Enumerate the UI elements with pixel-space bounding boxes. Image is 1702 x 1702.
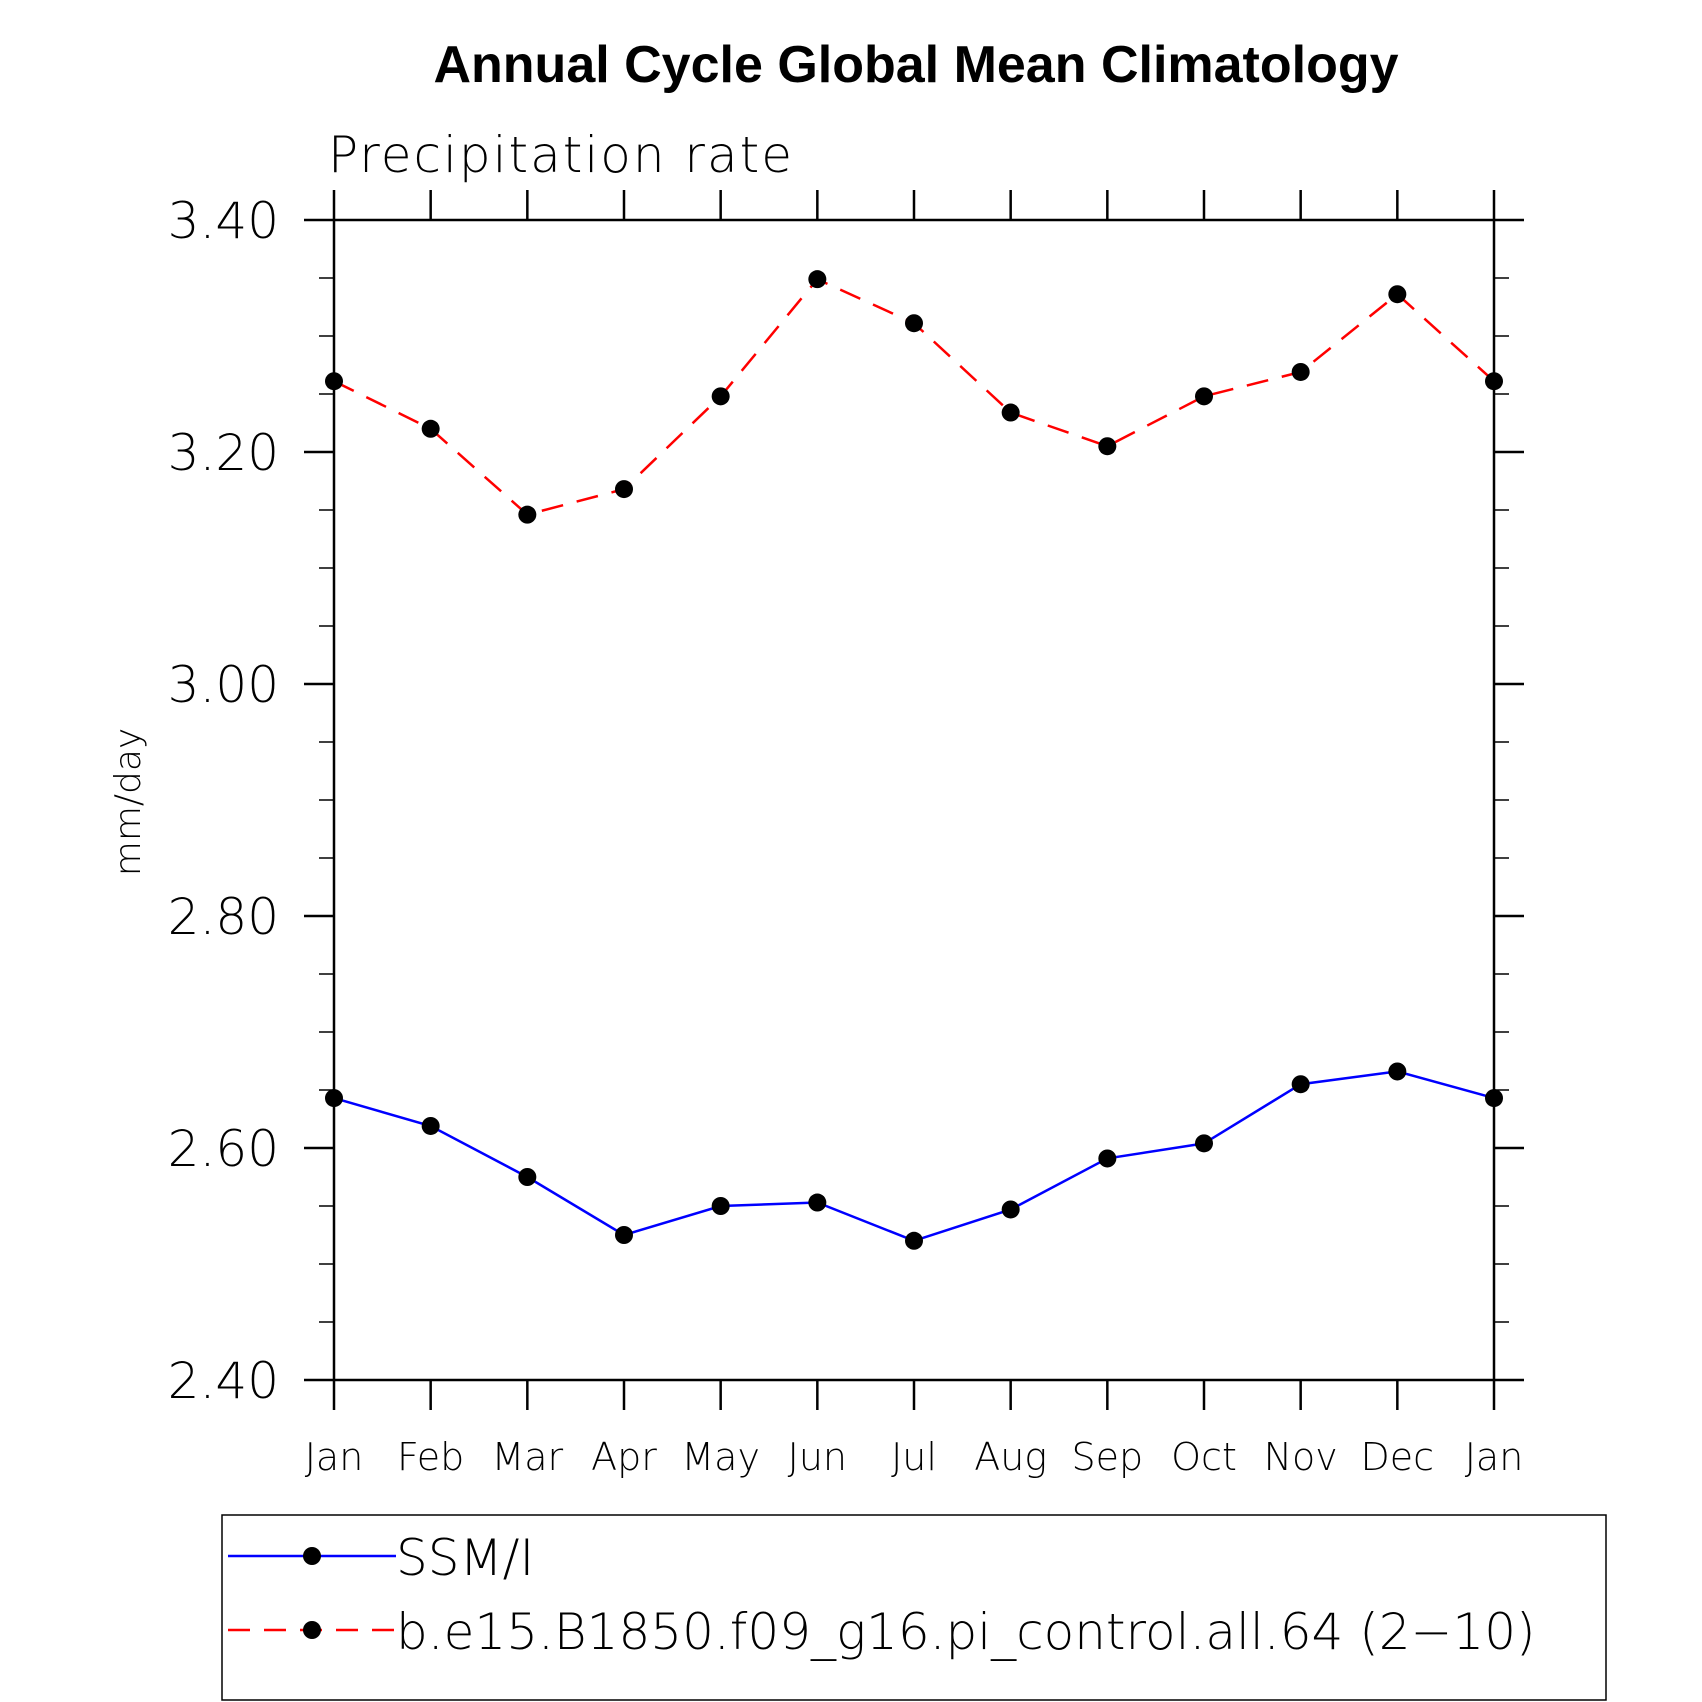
data-point [1388,285,1407,304]
data-point [1195,387,1213,406]
legend-marker-model [303,1621,321,1639]
data-point [1485,372,1503,391]
data-point [1098,1149,1117,1168]
data-point [421,1116,440,1135]
x-tick-label: Sep [1072,1435,1144,1479]
data-point [615,480,633,499]
y-tick-label: 3.20 [168,424,279,482]
data-point [325,372,343,391]
x-tick-label: Apr [591,1435,657,1479]
tick-labels: Jan Feb Mar Apr May Jun Jul Aug Sep Oct Nov Dec Jan 2… [168,192,1524,1479]
x-tick-label: Nov [1264,1435,1338,1479]
data-point [325,1089,343,1108]
data-point [808,270,827,289]
legend-label-ssmi: SSM/I [396,1529,534,1587]
x-tick-label: Dec [1361,1435,1435,1479]
legend-box [221,1514,1607,1701]
x-tick-label: Oct [1171,1435,1237,1479]
data-point [1291,362,1310,381]
data-point [808,1193,827,1212]
legend-label-model: b.e15.B1850.f09_g16.pi_control.all.64 (2… [396,1603,1536,1661]
y-tick-label: 2.80 [168,888,279,946]
x-tick-label: Aug [974,1435,1047,1479]
legend: SSM/I b.e15.B1850.f09_g16.pi_control.all… [221,1514,1607,1701]
series-layer [325,270,1503,1250]
x-tick-label: Mar [491,1435,563,1479]
data-point [615,1226,633,1244]
data-point [1001,403,1020,422]
data-point [518,1168,537,1186]
data-point [711,387,730,406]
series-line-0 [333,1070,1495,1243]
y-tick-label: 3.00 [168,656,279,714]
data-point [518,505,537,524]
y-tick-label: 3.40 [168,192,279,250]
y-axis-label: mm/day [108,728,149,876]
data-point [1098,437,1117,456]
data-point [1485,1089,1503,1108]
data-point [1388,1062,1407,1081]
data-point [1291,1075,1310,1094]
x-tick-label: Jan [1465,1435,1524,1479]
data-point [1001,1200,1020,1219]
legend-marker-ssmi [303,1547,321,1565]
x-tick-label: Jan [305,1435,364,1479]
data-point [905,314,923,333]
data-point [1195,1134,1213,1153]
y-tick-label: 2.40 [168,1352,279,1410]
x-tick-label: May [681,1435,760,1479]
data-point [421,419,440,438]
x-tick-label: Jul [891,1435,937,1479]
x-tick-label: Feb [397,1435,464,1479]
chart-subtitle: Precipitation rate [328,126,794,184]
chart-title: Annual Cycle Global Mean Climatology [433,36,1398,94]
plot-frame [332,218,1496,1382]
axis-ticks [304,190,1524,1410]
data-point [711,1197,730,1215]
y-tick-label: 2.60 [168,1120,279,1178]
data-point [905,1231,923,1250]
x-tick-label: Jun [788,1435,847,1479]
